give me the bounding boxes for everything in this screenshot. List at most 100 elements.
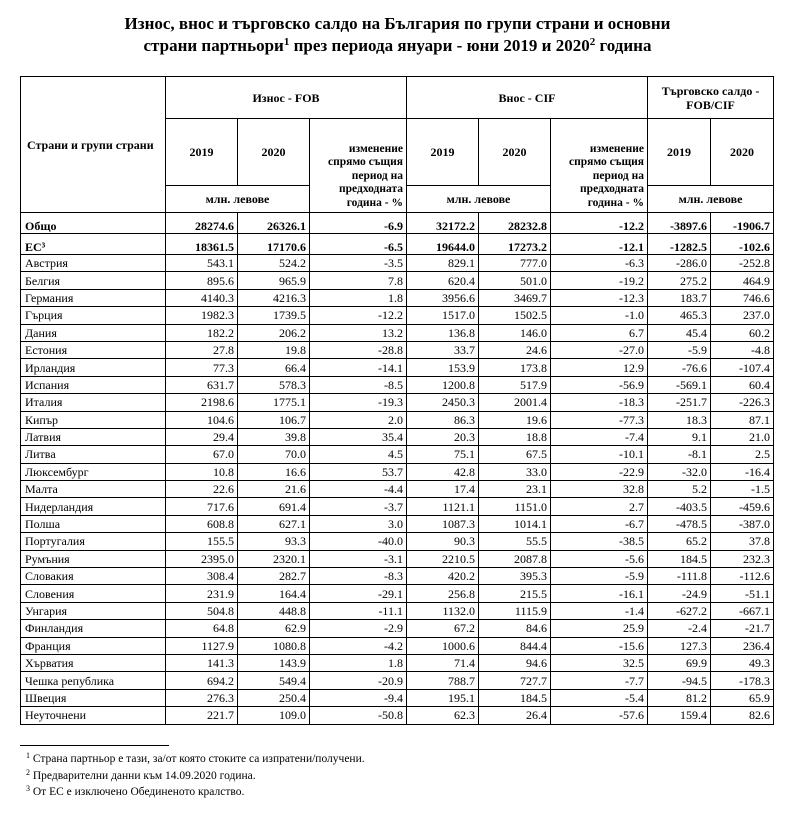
table-cell: 17170.6	[237, 233, 310, 255]
table-cell: -4.8	[710, 340, 775, 360]
table-cell: 1132.0	[406, 601, 479, 621]
table-cell: 524.2	[237, 253, 310, 273]
table-cell: -7.4	[549, 427, 649, 447]
header-import-unit: млн. левове	[406, 185, 551, 213]
table-cell: 3956.6	[406, 288, 479, 308]
row-label: Люксембург	[20, 462, 166, 482]
table-cell: 195.1	[406, 688, 479, 708]
table-cell: -3897.6	[647, 212, 712, 234]
table-cell: -22.9	[549, 462, 649, 482]
table-cell: 717.6	[165, 497, 238, 516]
table-cell: 1121.1	[406, 497, 479, 516]
table-cell: 420.2	[406, 567, 479, 586]
table-cell: 146.0	[478, 323, 551, 342]
table-cell: 35.4	[309, 427, 407, 447]
row-label: Унгария	[20, 601, 166, 621]
table-cell: 2320.1	[237, 549, 310, 569]
table-cell: 6.7	[549, 323, 649, 342]
table-cell: 232.3	[710, 549, 775, 569]
table-cell: -252.8	[710, 253, 775, 273]
table-cell: 1087.3	[406, 514, 479, 534]
table-cell: -178.3	[710, 671, 775, 690]
row-label: Словакия	[20, 567, 166, 586]
table-cell: 90.3	[406, 532, 479, 551]
table-cell: 543.1	[165, 253, 238, 273]
table-cell: 12.9	[549, 358, 649, 377]
table-cell: -94.5	[647, 671, 712, 690]
table-cell: -569.1	[647, 375, 712, 395]
table-cell: -12.2	[549, 212, 649, 234]
table-cell: -12.2	[309, 306, 407, 325]
table-cell: 501.0	[478, 271, 551, 290]
table-cell: 86.3	[406, 410, 479, 429]
table-row: Латвия 29.4 39.8 35.4 20.3 18.8 -7.4 9.1 21.0	[20, 427, 775, 447]
row-label: Естония	[20, 340, 166, 360]
header-import-change: изменение спрямо същия период на предход…	[549, 118, 649, 213]
table-row: Германия 4140.3 4216.3 1.8 3956.6 3469.7 -12.3…	[20, 288, 775, 308]
table-cell: -4.4	[309, 480, 407, 499]
table-cell: 4.5	[309, 445, 407, 464]
table-cell: 1000.6	[406, 636, 479, 655]
table-cell: 67.0	[165, 445, 238, 464]
table-cell: 1014.1	[478, 514, 551, 534]
table-cell: 788.7	[406, 671, 479, 690]
table-cell: -286.0	[647, 253, 712, 273]
table-cell: -1.4	[549, 601, 649, 621]
table-cell: 75.1	[406, 445, 479, 464]
trade-table: Страни и групи страни Износ - FOB Внос -…	[20, 76, 775, 725]
table-body: Общо 28274.6 26326.1 -6.9 32172.2 28232.8 -12.…	[20, 212, 775, 725]
table-cell: 7.8	[309, 271, 407, 290]
table-cell: 32.8	[549, 480, 649, 499]
table-cell: 77.3	[165, 358, 238, 377]
table-cell: 237.0	[710, 306, 775, 325]
table-cell: 631.7	[165, 375, 238, 395]
table-row: Белгия 895.6 965.9 7.8 620.4 501.0 -19.2 275.2 4…	[20, 271, 775, 290]
table-cell: -32.0	[647, 462, 712, 482]
table-cell: 1127.9	[165, 636, 238, 655]
row-label: Неуточнени	[20, 706, 166, 725]
table-cell: -19.2	[549, 271, 649, 290]
table-cell: 23.1	[478, 480, 551, 499]
table-cell: -5.4	[549, 688, 649, 708]
table-row: ЕС³ 18361.5 17170.6 -6.5 19644.0 17273.2 -12.1…	[20, 233, 775, 255]
row-label: Швеция	[20, 688, 166, 708]
table-cell: 82.6	[710, 706, 775, 725]
row-label: Белгия	[20, 271, 166, 290]
table-cell: 236.4	[710, 636, 775, 655]
table-cell: 549.4	[237, 671, 310, 690]
table-cell: 183.7	[647, 288, 712, 308]
table-cell: 620.4	[406, 271, 479, 290]
table-cell: 9.1	[647, 427, 712, 447]
table-cell: -5.9	[549, 567, 649, 586]
table-cell: -7.7	[549, 671, 649, 690]
table-cell: 17273.2	[478, 233, 551, 255]
table-cell: 69.9	[647, 653, 712, 673]
table-cell: 231.9	[165, 584, 238, 603]
table-cell: 276.3	[165, 688, 238, 708]
table-cell: -5.9	[647, 340, 712, 360]
table-cell: 184.5	[647, 549, 712, 569]
table-cell: 221.7	[165, 706, 238, 725]
table-cell: -112.6	[710, 567, 775, 586]
row-label: Общо	[20, 212, 166, 234]
table-row: Нидерландия 717.6 691.4 -3.7 1121.1 1151.0 2.7…	[20, 497, 775, 516]
table-cell: 4140.3	[165, 288, 238, 308]
header-export-change: изменение спрямо същия период на предход…	[309, 118, 407, 213]
table-cell: 164.4	[237, 584, 310, 603]
table-cell: 21.0	[710, 427, 775, 447]
table-cell: 62.9	[237, 619, 310, 638]
table-row: Франция 1127.9 1080.8 -4.2 1000.6 844.4 -15.6 1…	[20, 636, 775, 655]
row-label: Гърция	[20, 306, 166, 325]
table-cell: 65.2	[647, 532, 712, 551]
table-row: Швеция 276.3 250.4 -9.4 195.1 184.5 -5.4 81.2 65…	[20, 688, 775, 708]
row-label: Полша	[20, 514, 166, 534]
table-cell: 184.5	[478, 688, 551, 708]
table-cell: 24.6	[478, 340, 551, 360]
page-title: Износ, внос и търговско салдо на Българи…	[124, 14, 671, 55]
table-row: Литва 67.0 70.0 4.5 75.1 67.5 -10.1 -8.1 2.5	[20, 445, 775, 464]
row-label: Франция	[20, 636, 166, 655]
table-cell: 49.3	[710, 653, 775, 673]
table-cell: 67.5	[478, 445, 551, 464]
table-row: Люксембург 10.8 16.6 53.7 42.8 33.0 -22.9 -32.0…	[20, 462, 775, 482]
table-row: Чешка република 694.2 549.4 -20.9 788.7 727.7…	[20, 671, 775, 690]
